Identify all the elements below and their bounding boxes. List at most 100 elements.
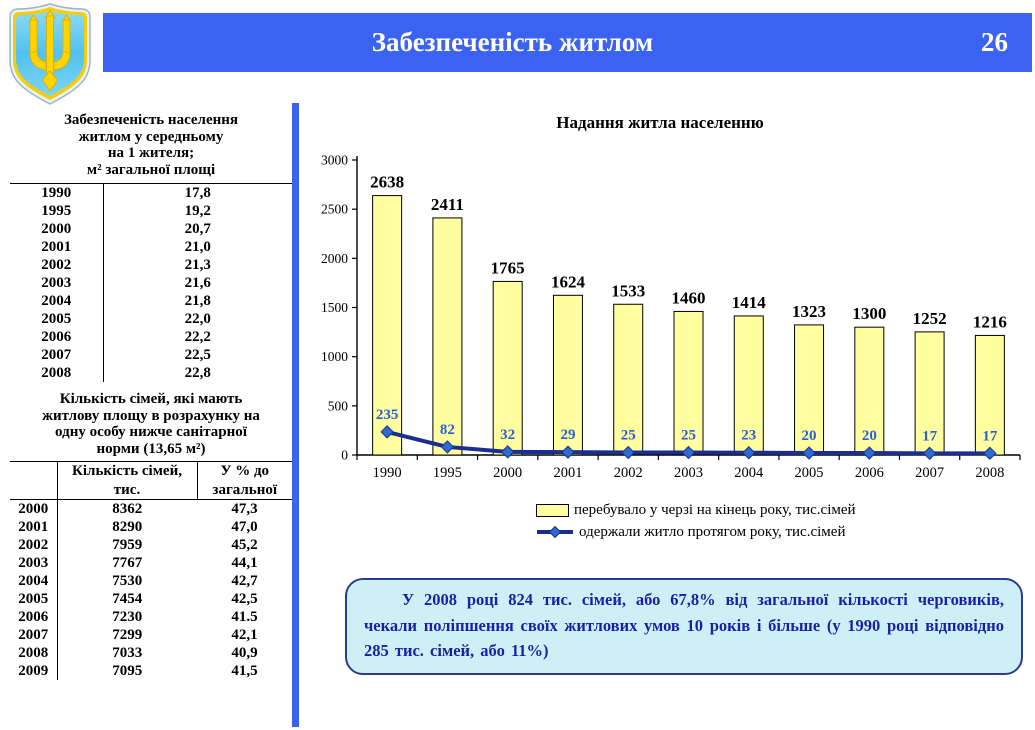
table-cell: 2005 <box>10 590 58 608</box>
note-box: У 2008 році 824 тис. сімей, або 67,8% ві… <box>345 578 1023 675</box>
table-cell: 21,3 <box>102 256 292 274</box>
table-cell: 2006 <box>41 329 72 345</box>
table-cell: 7454 <box>112 591 143 607</box>
table2-title-line: житлову площу в розрахунку на <box>42 407 260 424</box>
table1-row: 2007 22,5 <box>10 346 292 364</box>
legend-line-swatch-icon <box>537 526 573 538</box>
table-cell: 47,3 <box>231 501 258 517</box>
legend-item-queue: перебувало у черзі на кінець року, тис.с… <box>536 499 856 521</box>
table-cell: 7230 <box>112 609 143 625</box>
table-cell: 2004 <box>41 293 72 309</box>
point-value-label: 25 <box>681 428 696 444</box>
y-axis-label: 0 <box>341 448 348 463</box>
table1-row: 2002 21,3 <box>10 256 292 274</box>
bar-value-label: 2411 <box>431 195 464 214</box>
table-cell: 40,9 <box>231 645 258 661</box>
table-cell: 8362 <box>112 501 143 517</box>
page-number: 26 <box>981 27 1008 57</box>
table-cell: 7299 <box>112 627 143 643</box>
table-cell: 41,5 <box>231 663 258 679</box>
vertical-divider <box>292 103 299 727</box>
y-axis-label: 500 <box>328 398 349 413</box>
table-cell: 2007 <box>10 626 58 644</box>
x-axis-label: 2007 <box>915 465 944 481</box>
chart-title: Надання житла населенню <box>556 113 764 132</box>
y-axis-label: 1500 <box>321 300 348 315</box>
chart-point <box>802 446 816 460</box>
table-cell: 2002 <box>41 257 72 273</box>
table1-title-line: на 1 жителя; <box>107 145 195 161</box>
table2-row: 2009 7095 41,5 <box>10 662 292 680</box>
chart-point <box>380 425 394 439</box>
table-cell: 45,2 <box>231 537 258 553</box>
y-axis-label: 2000 <box>321 251 348 266</box>
table2-row: 2006 7230 41.5 <box>10 608 292 626</box>
table2-header-row: Кількість сімей, тис. У % до загальної <box>10 461 292 500</box>
legend-bar-swatch-icon <box>536 503 569 517</box>
table1-title: Забезпеченість населення житлом у середн… <box>10 112 292 178</box>
bar-value-label: 1216 <box>973 312 1007 331</box>
table-cell: 7959 <box>112 537 143 553</box>
table-cell: 1995 <box>41 203 72 219</box>
y-axis-label: 3000 <box>321 153 348 168</box>
pct-header-line: загальної <box>212 481 278 498</box>
bar-value-label: 1414 <box>732 293 767 312</box>
x-axis-label: 1990 <box>373 465 402 481</box>
table2-row: 2000 8362 47,3 <box>10 499 292 518</box>
table-cell: 7767 <box>112 555 143 571</box>
table1-title-line: житлом у середньому <box>78 128 224 145</box>
table-cell: 2006 <box>10 608 58 626</box>
point-value-label: 32 <box>500 427 515 443</box>
chart-point <box>922 446 937 461</box>
bar-value-label: 1323 <box>792 302 826 321</box>
x-axis-label: 2003 <box>674 465 703 481</box>
chart-bar <box>372 195 403 456</box>
legend-label: перебувало у черзі на кінець року, тис.с… <box>574 501 856 518</box>
chart-point <box>440 440 455 454</box>
table-cell: 44,1 <box>231 555 258 571</box>
table-cell: 20,7 <box>102 220 292 238</box>
table1-title-line: Забезпеченість населення <box>63 112 239 128</box>
table1-row: 2001 21,0 <box>10 238 292 256</box>
table-cell: 2008 <box>10 644 58 662</box>
table-cell: 22,2 <box>102 328 292 346</box>
table-cell: 42,7 <box>231 573 258 589</box>
table-cell: 2001 <box>41 239 72 255</box>
table1-row: 2004 21,8 <box>10 292 292 310</box>
table-cell: 7530 <box>112 573 143 589</box>
bar-value-label: 1624 <box>551 272 586 291</box>
table2-row: 2008 7033 40,9 <box>10 644 292 662</box>
point-value-label: 29 <box>560 427 575 443</box>
point-value-label: 17 <box>982 428 998 444</box>
note-text: У 2008 році 824 тис. сімей, або 67,8% ві… <box>364 590 1004 661</box>
chart-bar <box>673 310 704 456</box>
table2-row: 2005 7454 42,5 <box>10 590 292 608</box>
empty-header-cell <box>10 461 57 500</box>
y-axis-label: 1000 <box>321 349 348 364</box>
slide-title: Забезпеченість житлом <box>371 27 654 57</box>
table-cell: 21,8 <box>102 292 292 310</box>
housing-chart: 0 500 1000 1500 2000 2500 3000 2638 2411 1765 1624… <box>321 153 1021 481</box>
x-axis-label: 2004 <box>734 465 764 481</box>
x-axis-label: 2002 <box>614 465 643 481</box>
table1-row: 2006 22,2 <box>10 328 292 346</box>
table-cell: 22,8 <box>102 364 292 382</box>
table1-row: 1995 19,2 <box>10 202 292 220</box>
point-value-label: 25 <box>621 428 636 444</box>
chart-bar <box>733 315 764 456</box>
x-axis-label: 2008 <box>975 465 1004 481</box>
table-cell: 47,0 <box>231 519 258 535</box>
table-cell: 2004 <box>10 572 58 590</box>
table-cell: 2003 <box>10 554 58 572</box>
legend-item-received: одержали житло протягом року, тис.сімей <box>536 521 856 543</box>
table2-row: 2004 7530 42,7 <box>10 572 292 590</box>
table1-row: 2005 22,0 <box>10 310 292 328</box>
chart-point <box>500 445 515 459</box>
table-cell: 21,6 <box>102 274 292 292</box>
table-cell: 7095 <box>112 663 143 679</box>
table1-row: 2000 20,7 <box>10 220 292 238</box>
point-value-label: 20 <box>802 428 817 444</box>
table2-title-line: Кількість сімей, які мають <box>59 391 243 407</box>
families-below-norm-table: Кількість сімей, тис. У % до загальної 2… <box>10 461 292 680</box>
